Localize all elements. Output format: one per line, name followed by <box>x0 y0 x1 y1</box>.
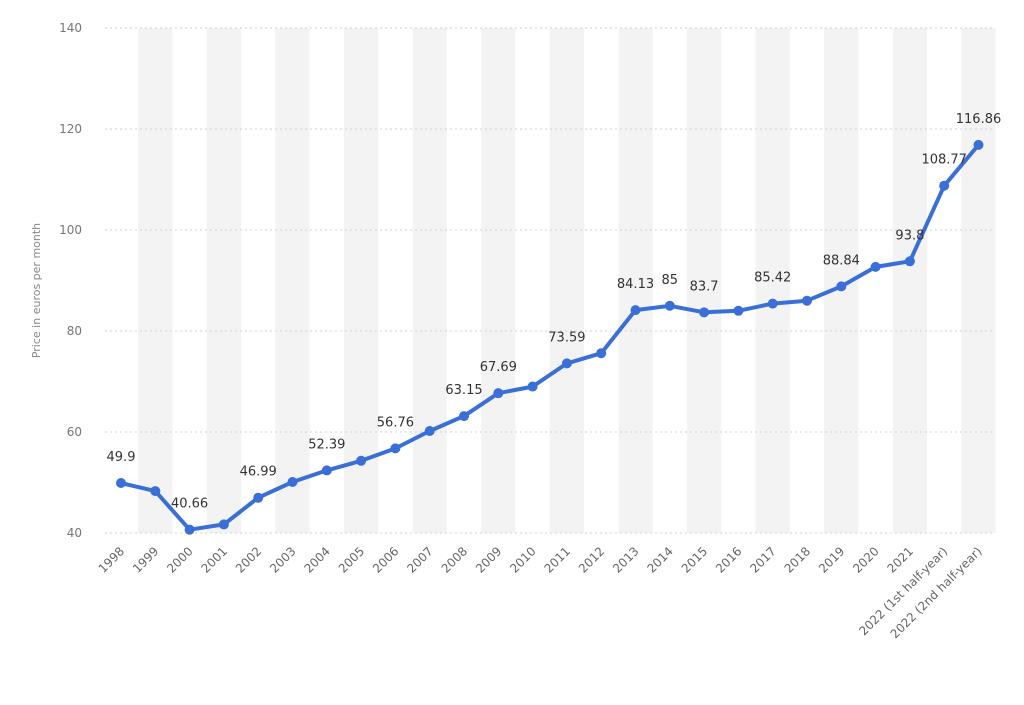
background-band <box>618 28 653 533</box>
data-point <box>630 305 641 316</box>
y-tick-label: 120 <box>59 122 82 136</box>
data-point <box>870 261 881 272</box>
data-point <box>459 411 469 422</box>
x-tick-label: 2003 <box>267 544 298 575</box>
background-bands <box>138 28 996 533</box>
x-tick-label: 2008 <box>439 544 470 575</box>
data-point <box>150 486 161 497</box>
x-tick-label: 1998 <box>96 544 127 575</box>
gridlines <box>105 27 995 534</box>
background-band <box>138 28 173 533</box>
y-axis: 40 60 80 100 120 140 <box>59 21 82 540</box>
background-band <box>755 28 790 533</box>
data-point <box>218 519 229 530</box>
x-tick-label: 2014 <box>644 544 675 575</box>
data-points <box>116 139 984 535</box>
background-band <box>892 28 928 533</box>
data-point <box>184 524 195 535</box>
background-band <box>686 28 722 533</box>
data-point <box>424 425 435 436</box>
data-point <box>733 305 744 316</box>
background-band <box>412 28 447 533</box>
data-label: 85 <box>662 273 679 288</box>
x-tick-label: 2004 <box>301 544 332 575</box>
y-tick-label: 100 <box>59 223 82 237</box>
y-tick-label: 80 <box>67 324 82 338</box>
background-band <box>549 28 585 533</box>
x-tick-label: 2010 <box>507 544 538 575</box>
data-label: 46.99 <box>240 465 277 480</box>
data-label: 84.13 <box>617 277 654 292</box>
data-point <box>561 358 572 369</box>
data-label: 67.69 <box>480 360 517 375</box>
x-tick-label: 2007 <box>404 544 435 575</box>
data-point <box>836 281 847 292</box>
data-point <box>253 492 264 503</box>
data-label: 85.42 <box>754 271 791 286</box>
x-tick-label: 2016 <box>713 544 744 575</box>
data-point <box>321 465 332 476</box>
series-line <box>119 142 981 532</box>
data-label: 116.86 <box>956 112 1002 127</box>
background-band <box>206 28 242 533</box>
background-band <box>343 28 379 533</box>
data-point <box>699 307 710 318</box>
data-point <box>802 295 812 306</box>
x-tick-label: 2015 <box>679 544 710 575</box>
x-axis: 1998 1999 2000 2001 2002 2003 2004 2005 2006 2007… <box>96 544 985 641</box>
background-band <box>481 28 516 533</box>
data-point <box>287 476 298 487</box>
data-point <box>939 180 950 191</box>
x-tick-label: 2011 <box>542 544 573 575</box>
y-tick-label: 60 <box>67 425 82 439</box>
data-point <box>527 381 538 392</box>
x-tick-label: 2001 <box>199 544 230 575</box>
x-tick-label: 2012 <box>576 544 607 575</box>
data-point <box>390 443 401 454</box>
background-band <box>961 28 996 533</box>
x-tick-label: 2005 <box>336 544 367 575</box>
x-tick-label: 2009 <box>473 544 504 575</box>
data-point <box>904 256 915 267</box>
data-label: 40.66 <box>171 497 208 512</box>
x-tick-label: 2020 <box>850 544 881 575</box>
background-band <box>275 28 310 533</box>
y-axis-title: Price in euros per month <box>30 223 43 358</box>
data-label: 73.59 <box>548 330 585 345</box>
data-point <box>664 300 675 311</box>
data-label: 83.7 <box>690 279 719 294</box>
data-label: 93.8 <box>895 228 924 243</box>
x-tick-label: 2017 <box>747 544 778 575</box>
data-label: 63.15 <box>445 383 482 398</box>
x-tick-label: 2006 <box>370 544 401 575</box>
y-tick-label: 40 <box>67 526 82 540</box>
x-tick-label: 2000 <box>164 544 195 575</box>
x-tick-label: 2019 <box>816 544 847 575</box>
data-label: 108.77 <box>921 153 967 168</box>
data-label: 49.9 <box>107 450 136 465</box>
x-tick-label: 1999 <box>130 544 161 575</box>
data-point <box>493 388 504 399</box>
data-label: 88.84 <box>823 253 860 268</box>
data-point <box>116 478 126 489</box>
x-tick-label: 2002 <box>233 544 264 575</box>
x-tick-label: 2013 <box>610 544 641 575</box>
x-tick-label: 2018 <box>782 544 813 575</box>
data-point <box>356 455 367 466</box>
data-label: 56.76 <box>377 415 414 430</box>
data-labels: 49.9 40.66 46.99 52.39 56.76 63.15 67.69 73.59 8… <box>107 112 1002 512</box>
data-point <box>973 139 984 150</box>
y-tick-label: 140 <box>59 21 82 35</box>
data-point <box>767 298 778 309</box>
x-tick-label: 2021 <box>885 544 916 575</box>
data-label: 52.39 <box>308 437 345 452</box>
data-point <box>596 348 607 359</box>
